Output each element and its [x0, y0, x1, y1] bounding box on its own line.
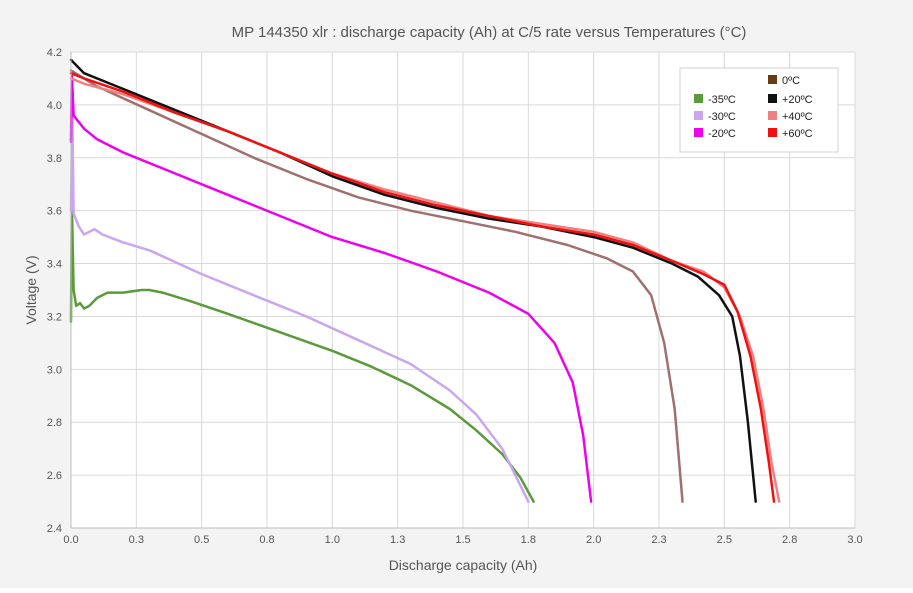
- legend-label: -20ºC: [708, 128, 736, 140]
- legend-swatch: [694, 111, 703, 120]
- x-tick-label: 2.5: [717, 534, 732, 546]
- chart-title: MP 144350 xlr : discharge capacity (Ah) …: [232, 24, 747, 41]
- legend-label: +20ºC: [782, 94, 813, 106]
- legend-swatch: [768, 111, 777, 120]
- legend-label: -35ºC: [708, 94, 736, 106]
- y-axis-title: Voltage (V): [23, 255, 39, 324]
- x-tick-label: 0.0: [63, 534, 78, 546]
- legend-box: [679, 67, 839, 153]
- legend-label: +60ºC: [782, 128, 813, 140]
- x-tick-label: 2.8: [782, 534, 797, 546]
- y-tick-label: 3.2: [47, 311, 62, 323]
- y-tick-label: 2.4: [47, 523, 62, 535]
- y-tick-label: 4.2: [47, 47, 62, 59]
- y-tick-label: 4.0: [47, 100, 62, 112]
- x-tick-label: 3.0: [847, 534, 862, 546]
- y-tick-label: 3.4: [47, 259, 62, 271]
- legend-label: 0ºC: [782, 75, 800, 87]
- y-tick-label: 3.6: [47, 206, 62, 218]
- series-line-minus35C: [69, 201, 535, 503]
- legend: 0ºC -35ºC +20ºC -30ºC +40ºC -20ºC +60ºC: [679, 67, 839, 153]
- series-line-plus20C: [69, 58, 757, 503]
- x-tick-label: 2.0: [586, 534, 601, 546]
- x-tick-label: 1.8: [521, 534, 536, 546]
- series-line-0C: [69, 69, 684, 503]
- y-tick-label: 2.6: [47, 470, 62, 482]
- y-tick-label: 3.8: [47, 153, 62, 165]
- x-tick-label: 0.3: [129, 534, 144, 546]
- series-line-plus60C: [69, 71, 776, 503]
- legend-swatch: [768, 94, 777, 103]
- axes: 0.0 0.3 0.5 0.8 1.0 1.3 1.5 1.8 2.0 2.3 2.5 2.8 3.0 2…: [47, 47, 863, 546]
- legend-label: -30ºC: [708, 111, 736, 123]
- x-tick-label: 2.3: [651, 534, 666, 546]
- y-tick-label: 2.8: [47, 417, 62, 429]
- x-tick-label: 0.5: [194, 534, 209, 546]
- series-group: [69, 58, 781, 503]
- legend-swatch: [694, 94, 703, 103]
- x-tick-label: 0.8: [259, 534, 274, 546]
- legend-swatch: [694, 128, 703, 137]
- series-line-minus20C: [69, 71, 593, 503]
- x-tick-label: 1.0: [325, 534, 340, 546]
- x-tick-label: 1.5: [455, 534, 470, 546]
- y-tick-label: 3.0: [47, 364, 62, 376]
- legend-swatch: [768, 128, 777, 137]
- series-line-minus30C: [69, 108, 530, 503]
- x-tick-label: 1.3: [390, 534, 405, 546]
- legend-label: +40ºC: [782, 111, 813, 123]
- x-axis-title: Discharge capacity (Ah): [389, 557, 538, 573]
- legend-swatch: [768, 75, 777, 84]
